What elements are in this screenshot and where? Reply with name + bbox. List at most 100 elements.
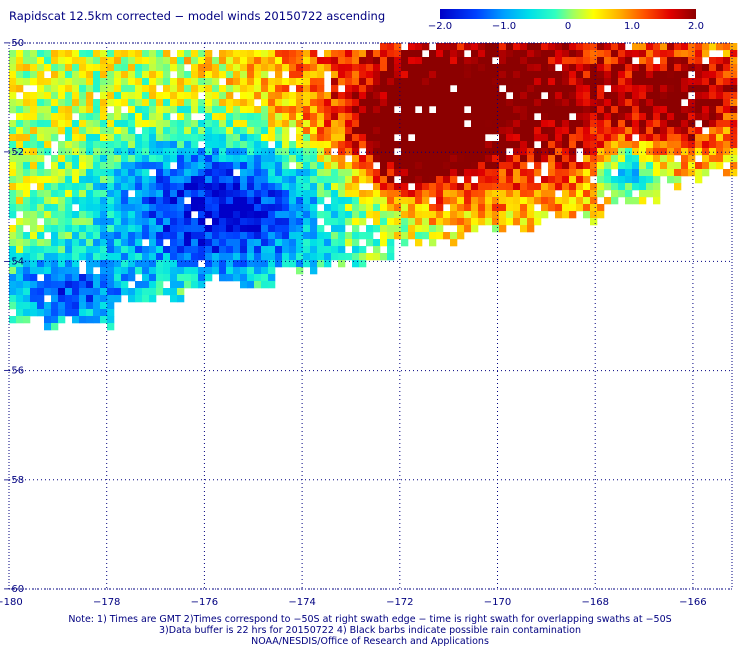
wind-cell — [625, 50, 633, 58]
wind-cell — [436, 43, 444, 51]
wind-cell — [520, 99, 528, 107]
wind-cell — [44, 323, 52, 331]
wind-cell — [492, 211, 500, 219]
wind-cell — [163, 106, 171, 114]
wind-cell — [219, 162, 227, 170]
wind-cell — [268, 64, 276, 72]
wind-cell — [604, 57, 612, 65]
wind-cell — [387, 232, 395, 240]
wind-cell — [268, 190, 276, 198]
wind-cell — [709, 127, 717, 135]
wind-cell — [163, 141, 171, 149]
wind-cell — [100, 281, 108, 289]
wind-cell — [268, 85, 276, 93]
wind-cell — [275, 176, 283, 184]
wind-cell — [282, 85, 290, 93]
wind-cell — [100, 99, 108, 107]
wind-cell — [149, 57, 157, 65]
wind-cell — [548, 99, 556, 107]
wind-cell — [569, 64, 577, 72]
wind-cell — [149, 232, 157, 240]
wind-cell — [149, 120, 157, 128]
wind-cell — [240, 232, 248, 240]
wind-cell — [492, 78, 500, 86]
wind-cell — [534, 190, 542, 198]
wind-cell — [345, 127, 353, 135]
wind-cell — [268, 239, 276, 247]
wind-cell — [219, 134, 227, 142]
wind-cell — [93, 260, 101, 268]
wind-cell — [177, 260, 185, 268]
wind-cell — [506, 85, 514, 93]
wind-cell — [317, 155, 325, 163]
wind-cell — [443, 99, 451, 107]
wind-cell — [324, 162, 332, 170]
wind-cell — [135, 190, 143, 198]
wind-cell — [296, 92, 304, 100]
wind-cell — [429, 176, 437, 184]
wind-cell — [65, 295, 73, 303]
wind-cell — [79, 169, 87, 177]
wind-cell — [86, 260, 94, 268]
wind-cell — [506, 134, 514, 142]
wind-cell — [422, 134, 430, 142]
wind-cell — [716, 43, 724, 51]
wind-cell — [58, 309, 66, 317]
wind-cell — [37, 190, 45, 198]
wind-cell — [310, 120, 318, 128]
wind-cell — [100, 204, 108, 212]
wind-cell — [58, 218, 66, 226]
wind-cell — [114, 274, 122, 282]
wind-cell — [65, 106, 73, 114]
wind-cell — [681, 64, 689, 72]
wind-cell — [646, 113, 654, 121]
wind-cell — [415, 57, 423, 65]
wind-cell — [9, 78, 17, 86]
wind-cell — [450, 211, 458, 219]
wind-cell — [541, 43, 549, 51]
wind-cell — [170, 253, 178, 261]
wind-cell — [177, 225, 185, 233]
wind-cell — [275, 260, 283, 268]
wind-cell — [632, 120, 640, 128]
wind-cell — [86, 211, 94, 219]
wind-cell — [86, 85, 94, 93]
wind-cell — [401, 57, 409, 65]
wind-cell — [107, 155, 115, 163]
wind-cell — [37, 99, 45, 107]
lon-tick-label: −172 — [386, 597, 413, 608]
wind-cell — [646, 71, 654, 79]
wind-cell — [639, 64, 647, 72]
wind-cell — [646, 183, 654, 191]
wind-cell — [597, 148, 605, 156]
wind-cell — [541, 204, 549, 212]
wind-cell — [387, 162, 395, 170]
wind-cell — [184, 113, 192, 121]
wind-cell — [422, 190, 430, 198]
wind-cell — [324, 120, 332, 128]
wind-cell — [86, 134, 94, 142]
wind-cell — [289, 148, 297, 156]
wind-cell — [569, 197, 577, 205]
wind-cell — [23, 50, 31, 58]
wind-cell — [128, 92, 136, 100]
wind-cell — [170, 134, 178, 142]
wind-cell — [324, 239, 332, 247]
wind-cell — [359, 169, 367, 177]
wind-cell — [352, 246, 360, 254]
wind-cell — [401, 148, 409, 156]
wind-cell — [121, 92, 129, 100]
wind-cell — [590, 106, 598, 114]
wind-cell — [590, 211, 598, 219]
wind-cell — [576, 176, 584, 184]
wind-cell — [380, 50, 388, 58]
wind-cell — [562, 141, 570, 149]
wind-cell — [373, 92, 381, 100]
wind-cell — [23, 99, 31, 107]
wind-cell — [275, 155, 283, 163]
wind-cell — [492, 176, 500, 184]
wind-cell — [527, 183, 535, 191]
wind-cell — [457, 106, 465, 114]
wind-cell — [65, 218, 73, 226]
wind-cell — [625, 106, 633, 114]
